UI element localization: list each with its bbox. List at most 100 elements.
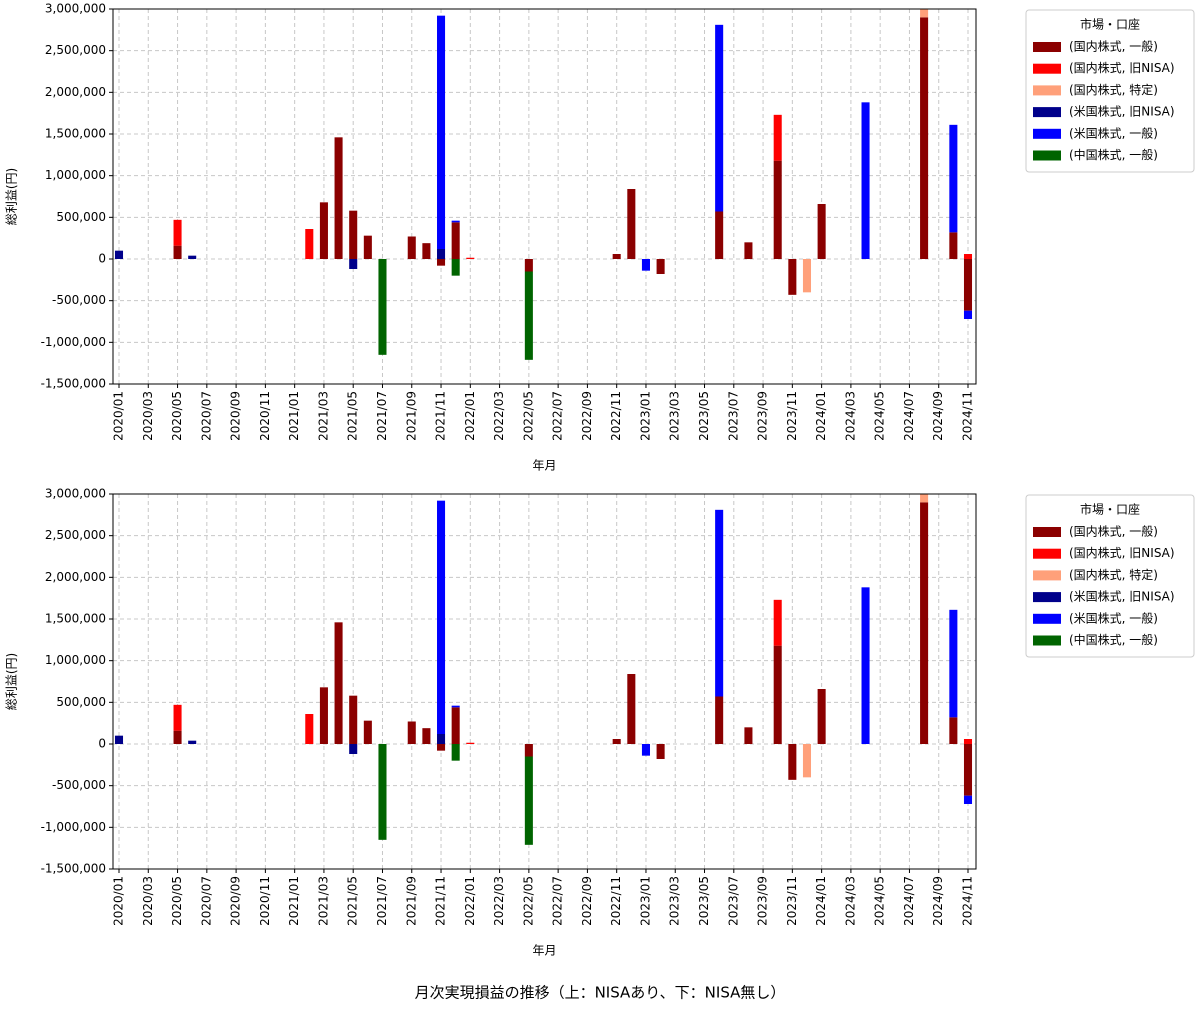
bars (114, 9, 973, 360)
legend-label: (米国株式, 一般) (1069, 125, 1158, 140)
bar (422, 243, 431, 259)
bar (422, 728, 431, 744)
bar (861, 102, 870, 259)
bar (963, 739, 973, 744)
bar (437, 500, 446, 734)
bar (334, 137, 343, 259)
y-tick-label: 0 (98, 252, 106, 266)
y-tick-label: 3,000,000 (45, 2, 106, 16)
legend-title: 市場・口座 (1080, 17, 1140, 32)
legend-label: (中国株式, 一般) (1069, 632, 1158, 647)
x-tick-label: 2023/09 (756, 876, 770, 926)
bar (802, 259, 812, 293)
x-tick-label: 2022/11 (609, 876, 623, 926)
y-tick-label: 500,000 (56, 695, 106, 709)
legend-swatch (1033, 527, 1061, 537)
x-tick-label: 2020/09 (229, 876, 243, 926)
legend-swatch (1033, 42, 1061, 52)
bar (656, 259, 665, 274)
bar (788, 259, 797, 295)
bar (920, 17, 929, 260)
x-tick-label: 2021/07 (375, 391, 389, 441)
legend-swatch (1033, 635, 1061, 646)
bar (612, 254, 621, 259)
bar (349, 744, 358, 754)
bar (305, 714, 314, 744)
legend-label: (国内株式, 一般) (1069, 524, 1158, 539)
bar (188, 740, 197, 744)
x-tick-label: 2024/05 (873, 876, 887, 926)
legend-label: (国内株式, 旧NISA) (1069, 60, 1175, 75)
x-tick-label: 2023/07 (726, 391, 740, 441)
x-tick-label: 2024/03 (843, 391, 857, 441)
legend-swatch (1033, 85, 1061, 96)
bars (114, 494, 973, 845)
legend-swatch (1033, 63, 1061, 74)
bar (963, 254, 973, 259)
x-tick-label: 2023/05 (697, 391, 711, 441)
bar (641, 259, 650, 271)
x-tick-label: 2021/11 (434, 876, 448, 926)
bar (173, 245, 182, 259)
y-tick-label: 1,500,000 (45, 127, 106, 141)
bar (656, 744, 665, 759)
x-tick-label: 2022/01 (463, 876, 477, 926)
x-tick-label: 2020/07 (199, 391, 213, 441)
x-tick-label: 2023/01 (638, 391, 652, 441)
x-tick-label: 2021/01 (287, 391, 301, 441)
bar (437, 259, 446, 266)
bar (920, 502, 929, 744)
legend-label: (中国株式, 一般) (1069, 147, 1158, 162)
bar (773, 160, 782, 259)
bar (524, 259, 533, 272)
x-tick-label: 2020/11 (258, 876, 272, 926)
bar (744, 727, 753, 744)
x-tick-label: 2021/03 (316, 391, 330, 441)
bar (451, 707, 460, 744)
x-tick-label: 2022/11 (609, 391, 623, 441)
y-tick-label: 2,000,000 (45, 85, 106, 99)
y-tick-label: -1,000,000 (41, 335, 106, 349)
bar (114, 735, 124, 744)
legend-box (1025, 494, 1195, 658)
x-axis-label: 年月 (532, 944, 556, 958)
y-tick-label: 0 (98, 737, 106, 751)
bar (437, 744, 446, 751)
y-tick-label: 1,000,000 (45, 653, 106, 667)
bar (817, 689, 826, 744)
bar (407, 236, 416, 259)
bar (334, 622, 343, 744)
bar (963, 744, 973, 796)
bar (817, 204, 826, 259)
x-tick-label: 2024/01 (814, 391, 828, 441)
bar (363, 720, 372, 744)
bar (949, 717, 958, 744)
bar (349, 210, 358, 259)
bar (188, 255, 197, 259)
x-tick-label: 2022/09 (580, 876, 594, 926)
y-tick-label: 2,000,000 (45, 570, 106, 584)
x-tick-label: 2024/11 (961, 391, 975, 441)
x-tick-label: 2024/07 (902, 391, 916, 441)
x-tick-label: 2024/05 (873, 391, 887, 441)
x-tick-label: 2024/03 (843, 876, 857, 926)
bar (378, 259, 387, 355)
bar (407, 721, 416, 744)
bar (451, 259, 460, 276)
bar (963, 310, 973, 319)
x-tick-label: 2020/03 (141, 876, 155, 926)
y-tick-label: 500,000 (56, 210, 106, 224)
y-tick-label: 2,500,000 (45, 43, 106, 57)
x-tick-label: 2024/09 (931, 876, 945, 926)
y-tick-label: 1,000,000 (45, 168, 106, 182)
bar (437, 734, 446, 744)
bar (451, 705, 460, 708)
y-axis-label: 総利益(円) (5, 168, 19, 225)
x-tick-label: 2024/01 (814, 876, 828, 926)
legend-swatch (1033, 613, 1061, 624)
bar (788, 744, 797, 780)
bar (715, 24, 724, 212)
bar (641, 744, 650, 756)
bar (773, 114, 782, 161)
